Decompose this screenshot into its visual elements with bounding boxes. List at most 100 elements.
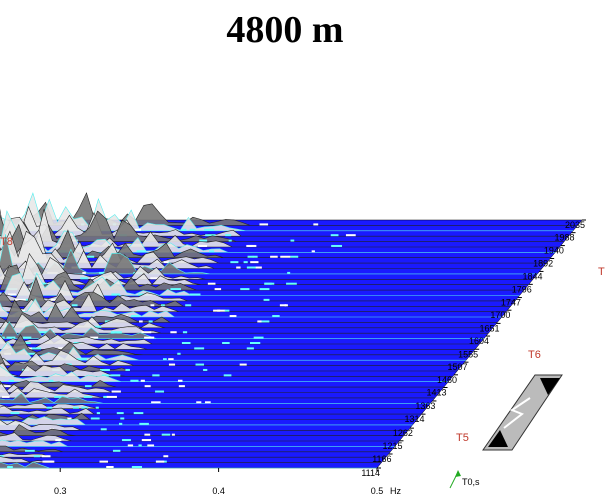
speckle <box>40 282 47 285</box>
y-tick-label: 1460 <box>437 375 457 385</box>
x-axis-label: Hz <box>390 486 401 495</box>
speckle <box>110 374 121 377</box>
speckle <box>116 412 124 415</box>
ridge <box>0 439 395 447</box>
ridge <box>0 208 560 248</box>
annotation: T <box>598 266 605 278</box>
speckle <box>259 320 270 323</box>
speckle <box>38 331 49 334</box>
speckle <box>103 395 108 398</box>
ridge <box>0 313 489 334</box>
speckle <box>224 309 230 312</box>
speckle <box>106 395 117 398</box>
speckle <box>230 261 239 264</box>
speckle <box>311 250 315 253</box>
y-tick-label: 1114 <box>361 468 380 478</box>
annotation: T8 <box>0 236 13 248</box>
speckle <box>195 363 205 366</box>
speckle <box>0 455 4 458</box>
speckle <box>8 379 15 382</box>
ridge <box>0 210 556 253</box>
ridge <box>0 316 493 329</box>
speckle <box>259 223 269 226</box>
y-tick-label: 1892 <box>533 259 553 269</box>
speckle <box>144 336 155 339</box>
speckle <box>134 228 142 231</box>
ridge <box>0 257 533 280</box>
speckle <box>330 234 339 237</box>
speckle <box>194 347 205 350</box>
speckle <box>209 250 215 253</box>
speckle <box>207 282 216 285</box>
speckle <box>204 228 215 231</box>
y-tick-label: 1796 <box>512 284 532 294</box>
x-tick-label: 0.4 <box>212 486 225 495</box>
speckle <box>111 293 120 296</box>
speckle <box>144 433 151 436</box>
speckle <box>10 412 20 415</box>
speckle <box>186 342 191 344</box>
speckle <box>313 223 319 226</box>
speckle <box>95 406 99 409</box>
speckle <box>31 347 41 350</box>
speckle <box>139 320 143 323</box>
speckle <box>168 363 176 366</box>
speckle <box>138 444 142 447</box>
speckle <box>257 320 262 323</box>
speckle <box>250 261 259 264</box>
y-tick-label: 1844 <box>522 271 542 281</box>
y-tick-label: 1507 <box>447 362 467 372</box>
speckle <box>287 271 291 274</box>
y-tick-label: 1988 <box>555 233 575 243</box>
ridge <box>0 192 574 232</box>
speckle <box>264 282 272 285</box>
speckle <box>147 444 155 447</box>
speckle <box>239 363 247 366</box>
arrow-head <box>455 470 461 477</box>
ridge <box>0 366 449 383</box>
speckle <box>136 250 147 253</box>
speckle <box>130 379 139 382</box>
speckle <box>96 412 101 415</box>
speckle <box>7 466 13 468</box>
speckle <box>6 336 16 339</box>
speckle <box>118 422 123 425</box>
ridge <box>0 264 525 291</box>
speckle <box>168 358 174 361</box>
speckle <box>106 466 114 468</box>
speckle <box>181 228 187 231</box>
speckle <box>138 293 147 296</box>
speckle <box>111 390 121 393</box>
speckle <box>150 304 155 307</box>
speckle <box>110 331 122 334</box>
speckle <box>8 293 16 296</box>
ridge <box>0 321 484 339</box>
speckle <box>161 433 171 436</box>
ridge <box>0 334 480 345</box>
ridge <box>0 210 565 242</box>
ridge <box>0 424 404 437</box>
speckle <box>48 379 54 382</box>
speckle <box>141 439 152 442</box>
ridge <box>0 205 569 237</box>
y-tick-label: 2035 <box>565 220 585 230</box>
ridge <box>0 334 475 350</box>
speckle <box>125 368 130 371</box>
speckle <box>270 255 278 258</box>
speckle <box>247 255 254 258</box>
speckle <box>21 309 25 312</box>
speckle <box>214 288 222 291</box>
speckle <box>99 271 105 274</box>
y-tick-label: 1314 <box>404 414 424 424</box>
ridge <box>0 334 471 356</box>
ridge <box>0 362 453 377</box>
speckle <box>67 417 72 420</box>
ridge <box>0 382 435 399</box>
speckle <box>50 298 56 301</box>
y-tick-label: 1940 <box>544 246 564 256</box>
speckle <box>198 244 208 247</box>
speckle <box>57 347 65 350</box>
speckle <box>2 395 10 398</box>
speckle <box>171 433 175 436</box>
